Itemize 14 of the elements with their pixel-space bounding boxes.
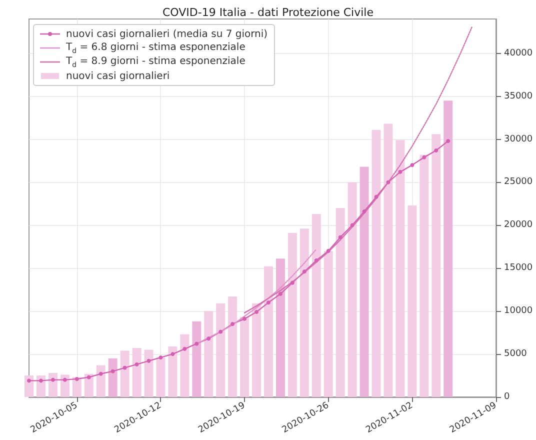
y-tick-label: 20000 [504,220,533,230]
y-tick-label: 10000 [504,306,533,316]
y-tick-label: 25000 [504,177,533,188]
legend-label: nuovi casi giornalieri (media su 7 giorni) [66,28,268,40]
chart-title: COVID-19 Italia - dati Protezione Civile [162,6,374,19]
legend-label: T$_{d}$ = 6.8 giorni - stima esponenziale [66,42,246,54]
legend-label: nuovi casi giornalieri [66,70,170,82]
y-tick-label: 0 [504,392,510,402]
y-tick-label: 35000 [504,91,533,102]
y-tick-label: 15000 [504,263,533,274]
y-tick-label: 5000 [504,349,528,360]
y-tick-label: 30000 [504,134,533,144]
y-tick-label: 40000 [504,48,533,58]
legend-label: T$_{d}$ = 8.9 giorni - stima esponenziale [66,56,246,68]
